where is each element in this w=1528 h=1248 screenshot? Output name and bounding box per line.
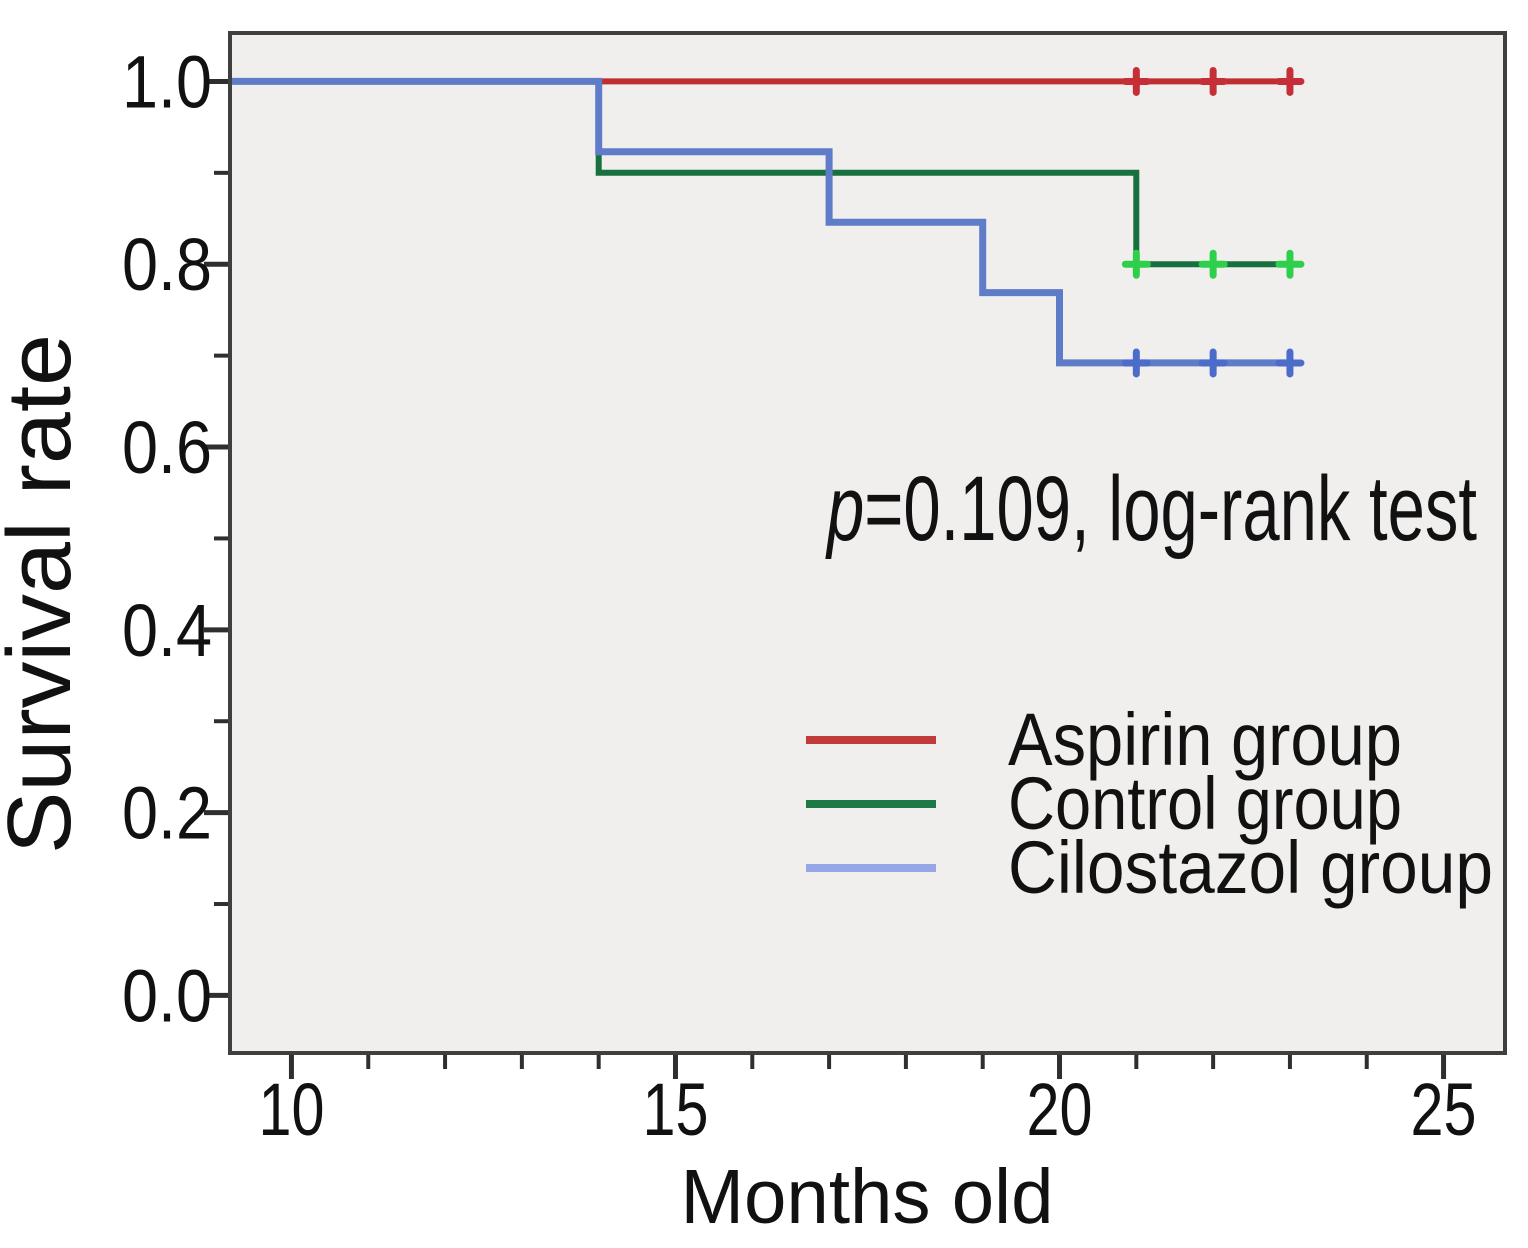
x-tick-label: 20 — [1027, 1068, 1093, 1151]
y-tick-label: 1.0 — [122, 40, 212, 123]
censor-mark — [1121, 66, 1151, 96]
y-tick-label: 0.4 — [122, 589, 212, 672]
x-tick-label: 25 — [1411, 1068, 1477, 1151]
curve-cilostazol-group — [230, 77, 1290, 367]
legend-label-cilostazol-group: Cilostazol group — [1008, 826, 1493, 909]
y-tick-label: 0.2 — [122, 772, 212, 855]
censor-mark — [1198, 66, 1228, 96]
censor-mark — [1275, 66, 1305, 96]
y-tick-label: 0.8 — [122, 223, 212, 306]
legend-label-aspirin-group: Aspirin group — [1008, 698, 1402, 781]
plot-area — [230, 33, 1505, 1053]
x-axis-label: Months old — [681, 1154, 1054, 1240]
y-axis: 0.0 0.2 0.4 0.6 0.8 1.0 — [122, 40, 230, 1037]
censor-mark — [1198, 249, 1228, 279]
x-tick-label: 10 — [258, 1068, 324, 1151]
legend-label-control-group: Control group — [1008, 762, 1402, 845]
censor-mark — [1275, 249, 1305, 279]
p-value-annotation: p=0.109, log-rank test — [825, 458, 1477, 560]
x-tick-label: 15 — [642, 1068, 708, 1151]
survival-curves — [230, 77, 1290, 367]
p-value-text: =0.109, log-rank test — [864, 458, 1477, 560]
censor-mark — [1275, 348, 1305, 378]
censor-mark — [1121, 249, 1151, 279]
plot-frame — [228, 31, 1507, 1055]
y-tick-label: 0.6 — [122, 406, 212, 489]
y-axis-label: Survival rate — [0, 334, 90, 854]
censor-marks — [1121, 66, 1305, 378]
p-symbol: p — [825, 458, 864, 560]
censor-mark — [1121, 348, 1151, 378]
censor-mark — [1198, 348, 1228, 378]
x-axis: 10 15 20 25 — [258, 1053, 1477, 1151]
y-tick-label: 0.0 — [122, 954, 212, 1037]
